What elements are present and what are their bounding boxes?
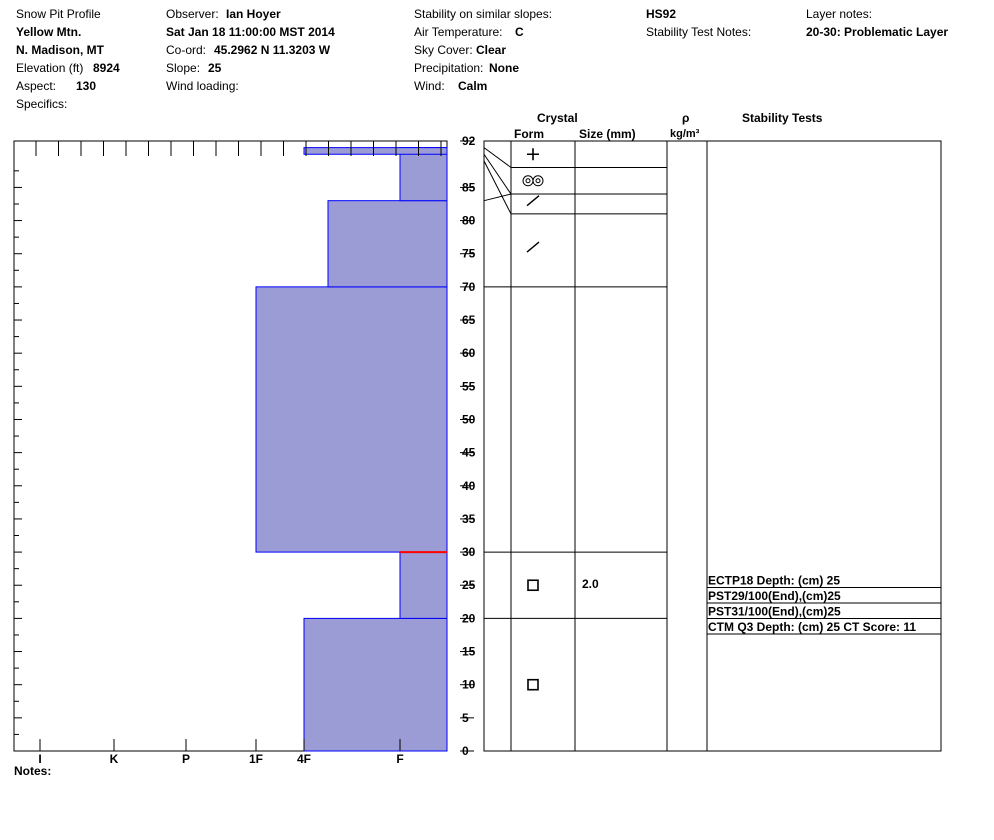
- height-tick-label: 40: [462, 479, 476, 493]
- table-frame: [483, 140, 942, 752]
- coord-value: 45.2962 N 11.3203 W: [214, 43, 331, 57]
- wind-label: Wind:: [414, 79, 445, 93]
- layer-table: 0 5 10 15 20 25 30 35 40 45 50 55 60 65 70 75 80 85 92 2.0 E…: [460, 134, 942, 758]
- elevation-value: 8924: [93, 61, 120, 75]
- crystal-header: Crystal: [537, 111, 578, 125]
- height-tick-label: 25: [462, 578, 476, 592]
- stability-test-entry: PST31/100(End),(cm)25: [708, 605, 841, 619]
- pit-profile-title: Snow Pit Profile: [16, 7, 101, 21]
- coord-label: Co-ord:: [166, 43, 207, 57]
- hardness-bar: [303, 617, 448, 752]
- stability-notes-label: Stability Test Notes:: [646, 25, 752, 39]
- wind-loading-label: Wind loading:: [166, 79, 239, 93]
- layer-notes-label: Layer notes:: [806, 7, 873, 21]
- height-tick-label: 60: [462, 346, 476, 360]
- height-tick-label: 50: [462, 412, 476, 426]
- aspect-value: 130: [76, 79, 97, 93]
- layer-connector: [483, 153, 512, 195]
- specifics-label: Specifics:: [16, 97, 68, 111]
- stability-test-entry: ECTP18 Depth: (cm) 25: [708, 574, 840, 588]
- observer-label: Observer:: [166, 7, 219, 21]
- height-tick-label: 85: [462, 180, 476, 194]
- height-tick-label: 92: [462, 134, 476, 148]
- hardness-label: I: [38, 752, 41, 766]
- air-temp-label: Air Temperature:: [414, 25, 503, 39]
- height-tick-label: 15: [462, 645, 476, 659]
- height-tick-label: 75: [462, 247, 476, 261]
- height-tick-label: 10: [462, 678, 476, 692]
- notes-label: Notes:: [14, 764, 52, 778]
- region-name: N. Madison, MT: [16, 43, 104, 57]
- slope-label: Slope:: [166, 61, 201, 75]
- air-temp-value: C: [515, 25, 524, 39]
- aspect-label: Aspect:: [16, 79, 57, 93]
- stability-test-entry: CTM Q3 Depth: (cm) 25 CT Score: 11: [708, 620, 916, 634]
- rounding-faceted-icon-inner: [535, 178, 541, 184]
- size-header: Size (mm): [579, 127, 636, 141]
- observer-value: Ian Hoyer: [226, 7, 281, 21]
- crystal-size-value: 2.0: [582, 577, 599, 591]
- stability-similar-label: Stability on similar slopes:: [414, 7, 553, 21]
- rounding-faceted-icon-inner: [525, 178, 531, 184]
- height-tick-label: 30: [462, 545, 476, 559]
- layer-connector: [483, 147, 512, 168]
- hardness-label: 4F: [297, 752, 311, 766]
- height-tick-label: 70: [462, 280, 476, 294]
- stability-tests-header: Stability Tests: [742, 111, 823, 125]
- hardness-label: 1F: [249, 752, 263, 766]
- new-snow-icon: [527, 148, 539, 161]
- hardness-profile: I K P 1F 4F F: [13, 140, 448, 766]
- rounding-faceted-icon: [522, 175, 534, 187]
- decomposing-fragments-icon: [526, 241, 540, 253]
- hardness-bar: [399, 147, 448, 202]
- density-unit: kg/m³: [670, 128, 700, 140]
- height-tick-label: 45: [462, 446, 476, 460]
- layer-connector: [483, 193, 512, 202]
- wind-value: Calm: [458, 79, 488, 93]
- hardness-label: F: [396, 752, 403, 766]
- hardness-bar: [255, 286, 448, 553]
- height-tick-label: 5: [462, 711, 469, 725]
- height-tick-label: 65: [462, 313, 476, 327]
- slope-value: 25: [208, 61, 222, 75]
- height-tick-label: 55: [462, 379, 476, 393]
- height-tick-label: 80: [462, 214, 476, 228]
- layer-connector: [483, 160, 512, 215]
- sky-cover-label: Sky Cover:: [414, 43, 473, 57]
- hardness-label: P: [182, 752, 190, 766]
- precipitation-value: None: [489, 61, 519, 75]
- rounding-faceted-icon: [532, 175, 544, 187]
- layer-notes-value: 20-30: Problematic Layer: [806, 25, 949, 39]
- snow-height: HS92: [646, 7, 677, 21]
- hardness-bar: [327, 200, 448, 288]
- observation-datetime: Sat Jan 18 11:00:00 MST 2014: [166, 25, 335, 39]
- faceted-crystal-icon: [527, 579, 539, 592]
- height-tick-label: 20: [462, 611, 476, 625]
- sky-cover-value: Clear: [476, 43, 507, 57]
- stability-test-entry: PST29/100(End),(cm)25: [708, 589, 841, 603]
- precipitation-label: Precipitation:: [414, 61, 484, 75]
- height-tick-label: 35: [462, 512, 476, 526]
- hardness-bar: [399, 551, 448, 619]
- elevation-label: Elevation (ft): [16, 61, 84, 75]
- height-tick-label: 0: [462, 744, 469, 758]
- hardness-bar: [303, 147, 448, 155]
- decomposing-fragments-icon: [526, 195, 540, 207]
- hardness-label: K: [110, 752, 119, 766]
- location-name: Yellow Mtn.: [16, 25, 82, 39]
- form-header: Form: [514, 127, 544, 141]
- density-header: ρ: [682, 111, 690, 125]
- faceted-crystal-icon: [527, 678, 539, 691]
